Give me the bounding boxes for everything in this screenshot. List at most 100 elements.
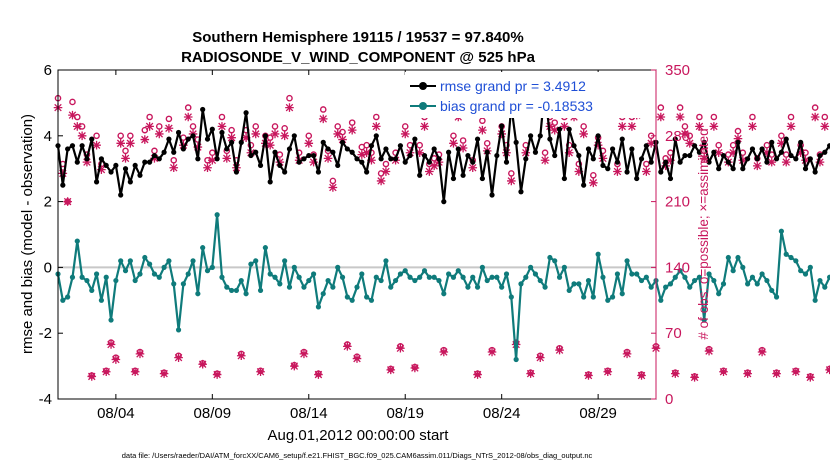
obs-possible-marker <box>763 141 771 149</box>
obs-assimilated-marker <box>333 129 343 139</box>
bias-point <box>537 277 543 284</box>
bias-point <box>132 277 138 284</box>
bias-point <box>590 294 596 300</box>
obs-possible-marker <box>276 151 284 158</box>
obs-assimilated-marker <box>217 122 227 131</box>
obs-assimilated-marker <box>550 125 560 135</box>
rmse-point <box>262 133 268 139</box>
obs-assimilated-marker <box>241 133 251 142</box>
rmse-point <box>470 159 476 165</box>
y-tick-label: -4 <box>39 391 52 408</box>
obs-possible-marker <box>643 160 650 168</box>
rmse-point <box>127 179 133 185</box>
bias-point <box>595 251 601 257</box>
rmse-point <box>798 139 804 145</box>
obs-possible-marker <box>787 113 795 121</box>
rmse-point <box>229 139 235 145</box>
rmse-point <box>667 175 674 182</box>
obs-assimilated-marker <box>666 155 675 165</box>
bias-point <box>286 284 293 290</box>
rmse-point <box>310 152 317 159</box>
bias-point <box>441 291 447 297</box>
obs-possible-marker <box>189 123 197 130</box>
bias-point <box>460 274 466 280</box>
bias-point <box>195 291 201 297</box>
rmse-point <box>479 175 485 182</box>
bias-point <box>773 294 780 300</box>
obs-possible-marker <box>281 124 288 132</box>
bias-point <box>118 258 124 264</box>
rmse-point <box>195 156 201 162</box>
bias-point <box>552 258 558 264</box>
obs-assimilated-marker <box>656 112 666 122</box>
x-tick-label: 08/19 <box>386 405 424 422</box>
obs-assimilated-marker <box>748 122 757 131</box>
bias-point <box>561 264 567 270</box>
bias-point <box>147 261 153 267</box>
rmse-point <box>576 152 582 159</box>
bias-point <box>93 271 100 277</box>
obs-assimilated-marker <box>743 369 752 378</box>
obs-assimilated-marker <box>762 148 772 158</box>
bias-point <box>658 297 664 303</box>
obs-possible-marker <box>319 106 327 113</box>
obs-possible-marker <box>382 160 390 168</box>
obs-assimilated-marker <box>154 129 164 139</box>
rmse-point <box>93 179 100 185</box>
bias-point <box>238 277 244 284</box>
bias-point <box>412 277 418 284</box>
rmse-point <box>368 143 375 149</box>
rmse-point <box>267 179 273 185</box>
rmse-point <box>720 152 727 159</box>
obs-assimilated-marker <box>159 369 169 378</box>
obs-assimilated-marker <box>540 155 550 165</box>
bias-point <box>605 297 611 303</box>
rmse-point <box>383 146 389 152</box>
bias-point <box>474 284 481 290</box>
bias-point <box>253 258 259 264</box>
rmse-point <box>474 136 481 142</box>
obs-assimilated-marker <box>738 155 748 165</box>
obs-possible-marker <box>696 113 703 121</box>
bias-point <box>701 317 707 323</box>
obs-possible-marker <box>266 134 274 141</box>
rmse-point <box>807 156 813 162</box>
rmse-point <box>687 152 693 159</box>
bias-point <box>113 277 119 284</box>
obs-possible-marker <box>170 156 178 164</box>
bias-point <box>725 254 731 261</box>
rmse-point <box>344 146 350 152</box>
rmse-point <box>725 159 731 165</box>
rmse-point <box>354 156 360 162</box>
obs-possible-marker <box>710 113 718 121</box>
rmse-point <box>745 156 751 162</box>
bias-point <box>335 264 341 270</box>
bias-point <box>638 277 645 284</box>
obs-assimilated-marker <box>699 154 709 163</box>
obs-assimilated-marker <box>212 370 222 379</box>
obs-assimilated-marker <box>622 349 632 359</box>
bias-point <box>156 274 162 280</box>
rmse-point <box>730 166 736 172</box>
y2-tick-label: 350 <box>665 62 690 79</box>
bias-point <box>69 274 76 280</box>
obs-assimilated-marker <box>270 129 280 139</box>
y-tick-label: 6 <box>44 62 52 79</box>
y-tick-label: -2 <box>39 325 52 342</box>
obs-possible-marker <box>146 113 153 121</box>
bias-point <box>354 284 360 290</box>
rmse-point <box>561 175 567 182</box>
chart-title-line2: RADIOSONDE_V_WIND_COMPONENT @ 525 hPa <box>181 49 536 66</box>
bias-point <box>629 271 635 277</box>
rmse-point <box>282 169 288 175</box>
rmse-point <box>219 129 225 136</box>
x-tick-label: 08/24 <box>483 405 521 422</box>
rmse-point <box>802 166 809 172</box>
rmse-point <box>142 159 148 165</box>
bias-point <box>407 274 413 280</box>
rmse-point <box>788 152 794 159</box>
bias-point <box>720 281 727 287</box>
rmse-point <box>566 126 572 132</box>
footnote: data file: /Users/raeder/DAI/ATM_forcXX/… <box>122 451 593 460</box>
rmse-point <box>638 156 645 162</box>
